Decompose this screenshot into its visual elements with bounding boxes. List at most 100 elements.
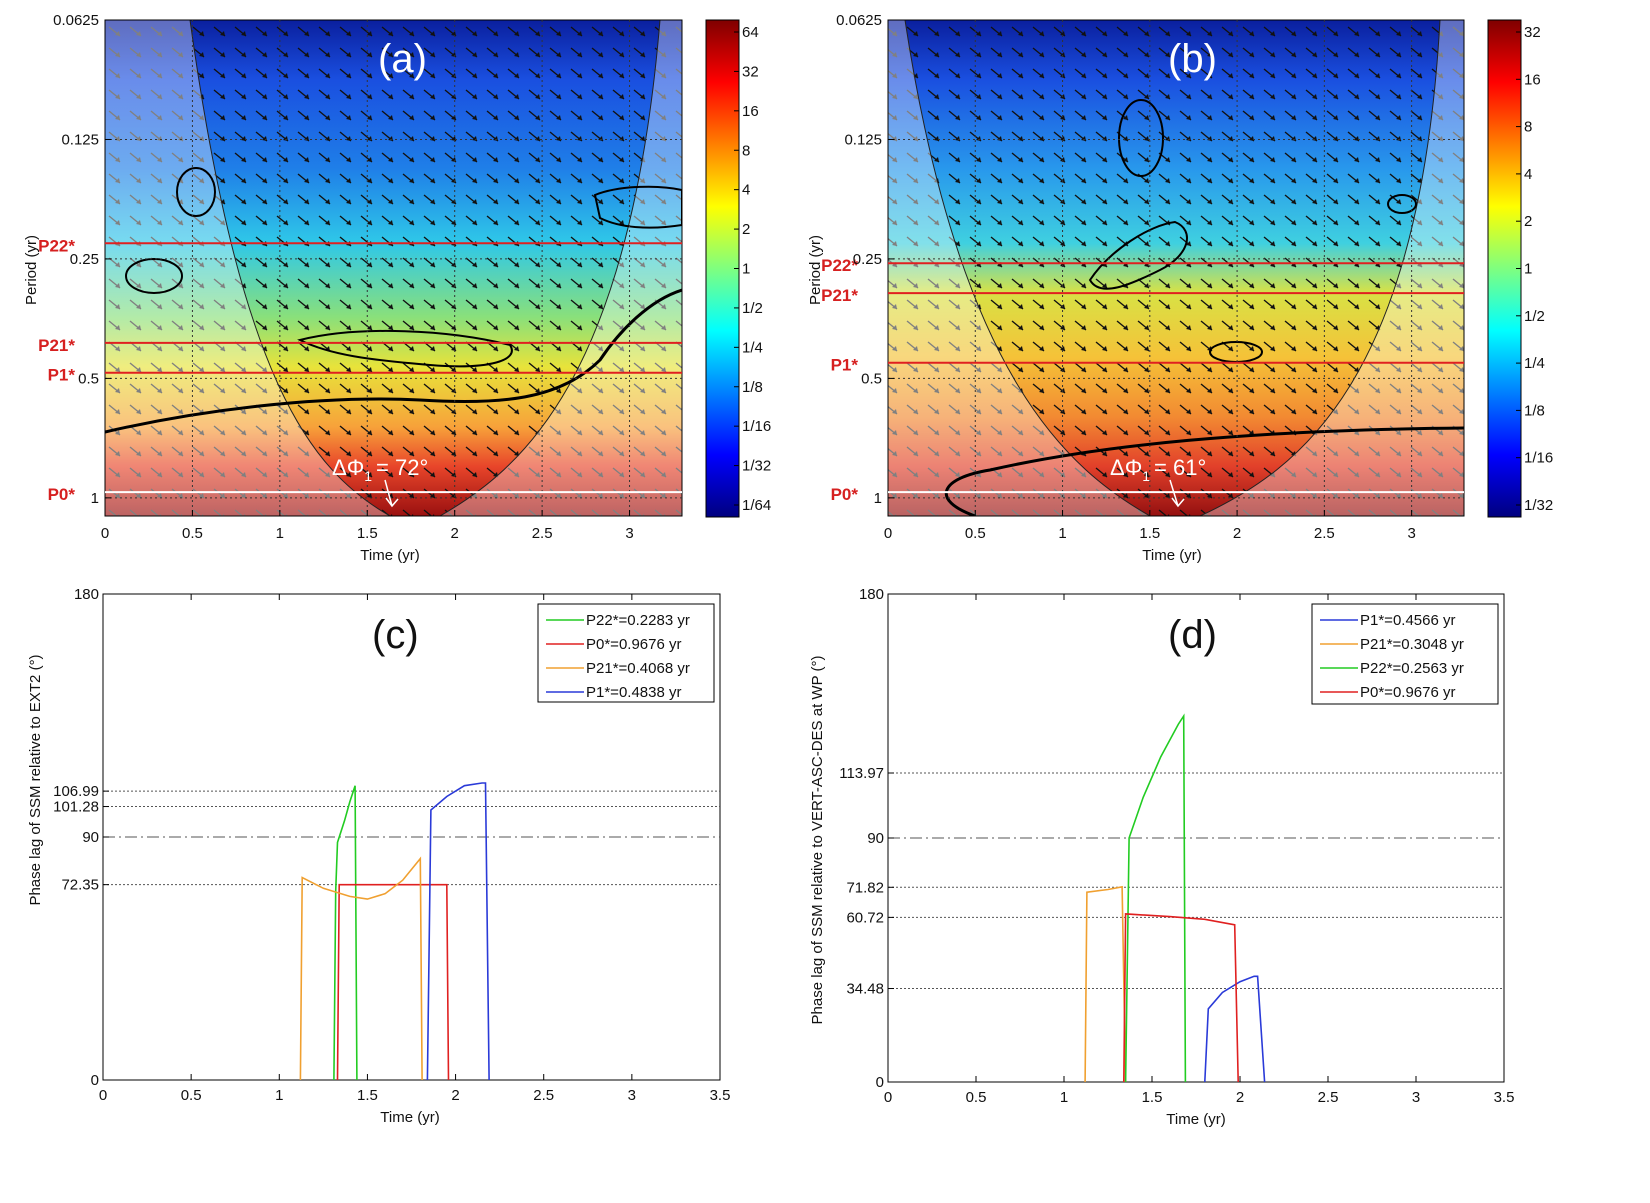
series-line-green: [1124, 713, 1187, 1083]
x-tick-label: 1.5: [357, 1087, 378, 1104]
x-tick-label: 2.5: [532, 525, 553, 542]
y-tick-label: 1: [91, 490, 99, 507]
colorbar-label: 1/8: [742, 379, 763, 396]
x-tick-label: 2: [1236, 1089, 1244, 1106]
period-line-label: P0*: [831, 485, 859, 504]
x-tick-label: 2.5: [1314, 525, 1335, 542]
legend-entry: P21*=0.4068 yr: [586, 660, 690, 677]
panel-c-legend: P22*=0.2283 yr P0*=0.9676 yr P21*=0.4068 y…: [537, 603, 715, 703]
x-tick-label: 1: [275, 1087, 283, 1104]
y-tick-label: 180: [74, 586, 99, 603]
panel-b-label: (b): [1168, 37, 1217, 81]
colorbar-label: 1: [1524, 261, 1532, 278]
panel-b-significance-contour: [1088, 220, 1188, 290]
legend-entry: P22*=0.2283 yr: [586, 612, 690, 629]
legend-entry: P22*=0.2563 yr: [1360, 660, 1464, 677]
y-tick-label: 90: [867, 830, 884, 847]
panel-c-label: (c): [372, 613, 419, 657]
panel-c-ylabel: Phase lag of SSM relative to EXT2 (°): [27, 654, 44, 905]
panel-b-cone-of-influence: [904, 20, 1441, 516]
series-line-green: [333, 785, 358, 1081]
y-tick-label: 0: [876, 1074, 884, 1091]
y-tick-label: 0: [91, 1072, 99, 1089]
x-tick-label: 2: [451, 1087, 459, 1104]
panel-d-label: (d): [1168, 613, 1217, 657]
colorbar-label: 16: [742, 103, 759, 120]
panel-b-delta-phi-arrow: [1169, 479, 1185, 508]
x-tick-label: 2.5: [1318, 1089, 1339, 1106]
panel-a-cone-of-influence: [189, 20, 661, 516]
y-tick-label: 0.0625: [836, 12, 882, 29]
panel-b-delta-phi: ΔΦ1 = 61°: [1110, 455, 1206, 484]
x-tick-label: 3.5: [710, 1087, 731, 1104]
y-tick-label: 34.48: [846, 981, 884, 998]
panel-a-significance-contour: [297, 329, 513, 368]
y-tick-label: 106.99: [53, 783, 99, 800]
colorbar-label: 4: [742, 182, 750, 199]
panel-a-significance-contour: [125, 258, 183, 294]
panel-a-delta-phi-arrow: [384, 479, 399, 508]
colorbar-label: 1/16: [1524, 450, 1553, 467]
x-tick-label: 1.5: [1142, 1089, 1163, 1106]
panel-c-xlabel: Time (yr): [380, 1109, 439, 1126]
period-line-label: P22*: [38, 236, 75, 255]
colorbar-label: 1/4: [742, 339, 763, 356]
panel-a-delta-phi: ΔΦ1 = 72°: [332, 455, 428, 484]
x-tick-label: 0.5: [181, 1087, 202, 1104]
series-line-blue: [1204, 975, 1266, 1083]
panel-d: 0 34.48 60.72 71.82 90 113.97 180 0 0.5 1 1.5 2 2.5…: [809, 586, 1514, 1128]
panel-a-significance-contour: [105, 288, 682, 434]
panel-a-ylabel: Period (yr): [23, 235, 40, 305]
x-tick-label: 1.5: [1139, 525, 1160, 542]
legend-entry: P1*=0.4838 yr: [586, 684, 682, 701]
x-tick-label: 0.5: [182, 525, 203, 542]
period-line-label: P0*: [48, 485, 76, 504]
colorbar-label: 1/64: [742, 497, 771, 514]
x-tick-label: 3: [628, 1087, 636, 1104]
x-tick-label: 0.5: [965, 525, 986, 542]
colorbar-label: 1/2: [742, 300, 763, 317]
y-tick-label: 0.125: [844, 131, 882, 148]
x-tick-label: 1: [1060, 1089, 1068, 1106]
panel-b-significance-contour: [1118, 99, 1164, 177]
colorbar-label: 32: [742, 63, 759, 80]
legend-entry: P21*=0.3048 yr: [1360, 636, 1464, 653]
colorbar-label: 1/8: [1524, 402, 1545, 419]
x-tick-label: 0: [99, 1087, 107, 1104]
panel-b-ylabel: Period (yr): [807, 235, 824, 305]
panel-d-ylabel: Phase lag of SSM relative to VERT-ASC-DE…: [809, 656, 826, 1025]
y-tick-label: 113.97: [839, 765, 884, 782]
colorbar-label: 64: [742, 24, 759, 41]
panel-a-xlabel: Time (yr): [360, 547, 419, 564]
series-line-blue: [426, 782, 490, 1081]
colorbar-label: 1/4: [1524, 355, 1545, 372]
y-tick-label: 72.35: [61, 877, 99, 894]
period-line-label: P1*: [48, 366, 76, 385]
x-tick-label: 1.5: [357, 525, 378, 542]
colorbar-label: 32: [1524, 24, 1541, 41]
x-tick-label: 3: [625, 525, 633, 542]
y-tick-label: 90: [82, 829, 99, 846]
period-line-label: P21*: [38, 336, 75, 355]
y-tick-label: 0.125: [61, 131, 99, 148]
period-line-label: P1*: [831, 356, 859, 375]
x-tick-label: 1: [1058, 525, 1066, 542]
x-tick-label: 0: [884, 525, 892, 542]
x-tick-label: 2.5: [533, 1087, 554, 1104]
x-tick-label: 0: [101, 525, 109, 542]
series-line-orange: [299, 856, 423, 1081]
x-tick-label: 3.5: [1494, 1089, 1515, 1106]
y-tick-label: 0.5: [861, 370, 882, 387]
y-tick-label: 0.25: [70, 251, 99, 268]
x-tick-label: 0: [884, 1089, 892, 1106]
colorbar-label: 1/32: [742, 458, 771, 475]
panel-b-significance-contour: [1387, 194, 1417, 214]
colorbar-label: 4: [1524, 166, 1532, 183]
series-line-red: [336, 883, 450, 1081]
y-tick-label: 60.72: [846, 909, 884, 926]
x-tick-label: 1: [276, 525, 284, 542]
panel-b-plot-frame: [887, 19, 1465, 517]
y-tick-label: 71.82: [846, 879, 884, 896]
